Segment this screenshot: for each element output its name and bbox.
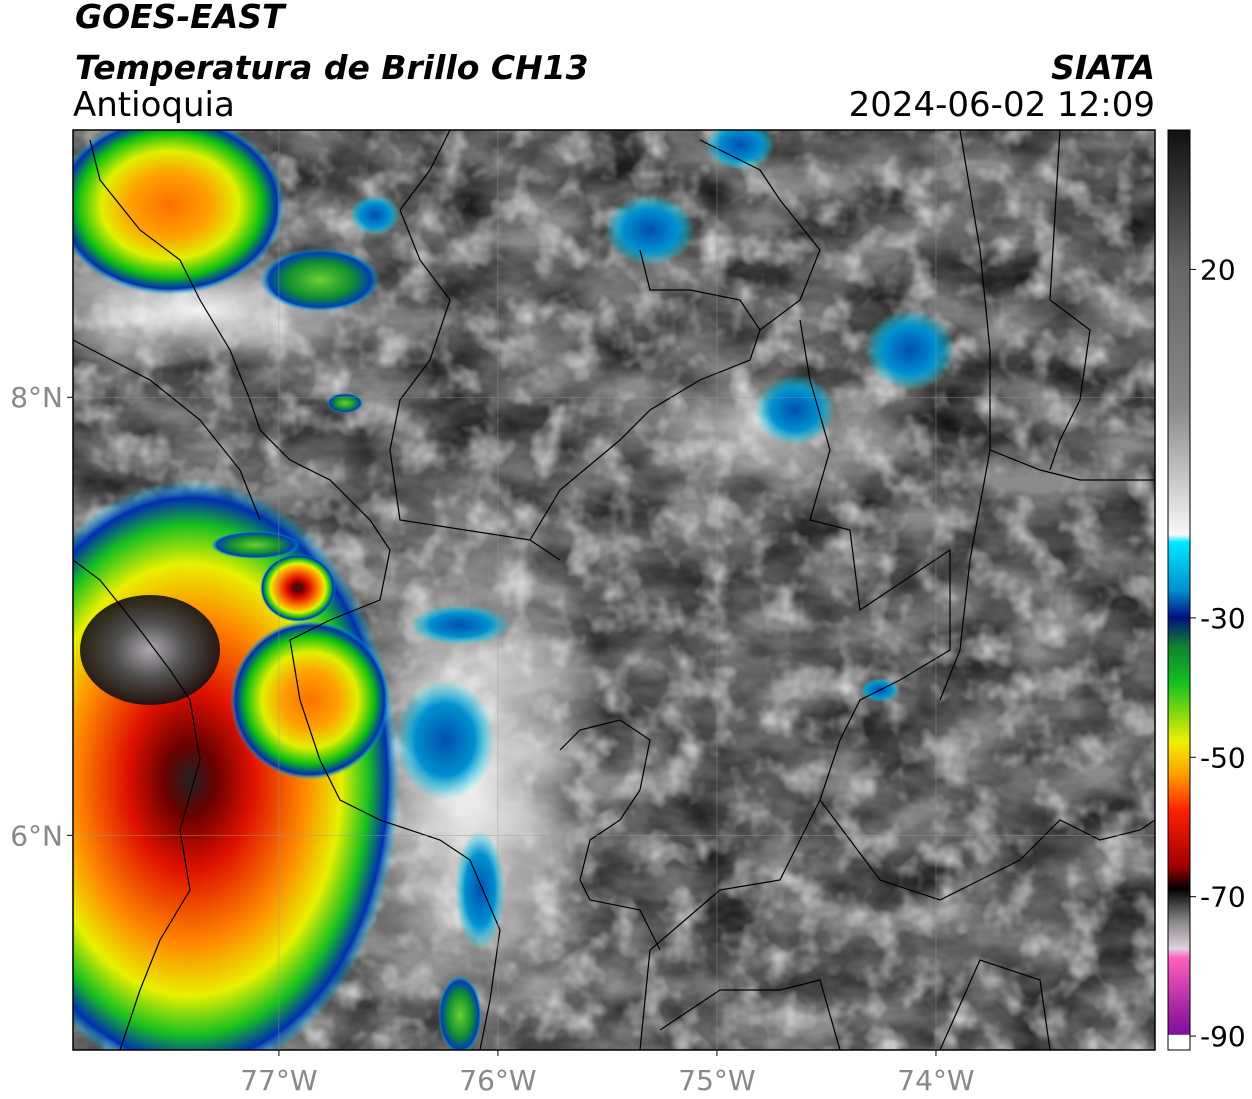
datetime: 2024-06-02 12:09 (849, 85, 1155, 125)
source: SIATA (1051, 48, 1155, 87)
satellite-image (73, 130, 1155, 1050)
region: Antioquia (73, 85, 235, 125)
title: GOES-EAST (75, 0, 287, 36)
y-tick-label: 6°N (10, 819, 63, 852)
colorbar-tick-label: -90 (1200, 1020, 1246, 1053)
y-tick-label: 8°N (10, 381, 63, 414)
x-tick-label: 76°W (459, 1064, 536, 1097)
x-tick-label: 74°W (897, 1064, 974, 1097)
x-tick-label: 77°W (240, 1064, 317, 1097)
x-tick-label: 75°W (678, 1064, 755, 1097)
subtitle: Temperatura de Brillo CH13 (75, 48, 589, 87)
map-frame (72, 129, 1156, 1051)
colorbar-tick-label: -50 (1200, 741, 1246, 774)
colorbar (1167, 129, 1191, 1051)
colorbar-tick-label: -70 (1200, 881, 1246, 914)
colorbar-tick-label: -30 (1200, 602, 1246, 635)
colorbar-tick-label: 20 (1200, 253, 1236, 286)
